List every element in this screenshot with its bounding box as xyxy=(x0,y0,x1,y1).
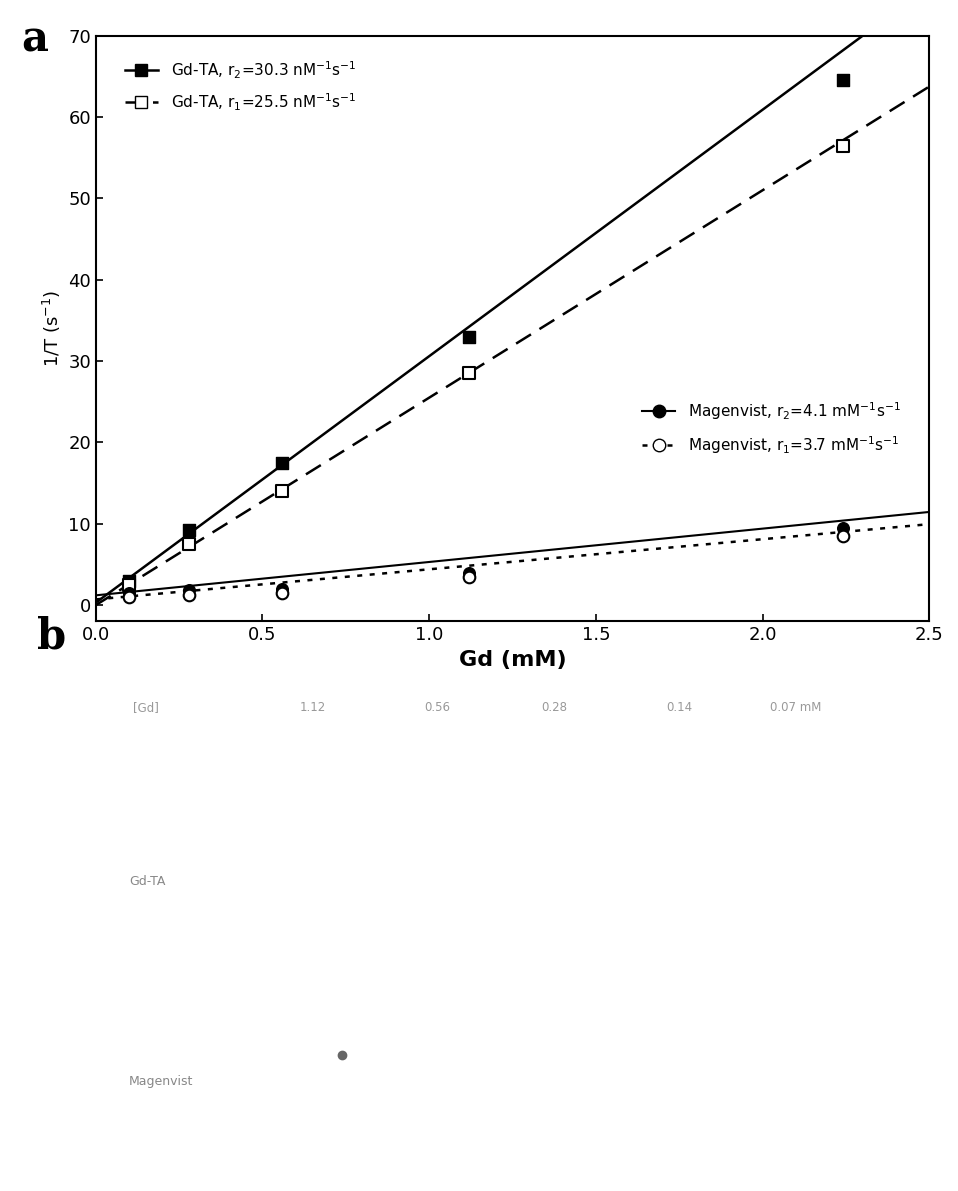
Point xyxy=(181,535,196,554)
Legend: Magenvist, r$_2$=4.1 mM$^{-1}$s$^{-1}$, Magenvist, r$_1$=3.7 mM$^{-1}$s$^{-1}$: Magenvist, r$_2$=4.1 mM$^{-1}$s$^{-1}$, … xyxy=(637,395,905,461)
Point xyxy=(462,567,477,586)
Point xyxy=(835,518,851,537)
Point xyxy=(275,481,290,500)
Point xyxy=(275,454,290,473)
Point xyxy=(462,328,477,347)
Text: b: b xyxy=(37,616,67,657)
Point xyxy=(835,526,851,545)
Point xyxy=(181,520,196,540)
Point xyxy=(275,579,290,598)
Point xyxy=(122,575,137,594)
Point xyxy=(275,584,290,603)
Point xyxy=(835,71,851,91)
Y-axis label: 1/T (s$^{-1}$): 1/T (s$^{-1}$) xyxy=(40,289,62,367)
Point xyxy=(462,563,477,582)
Point xyxy=(835,136,851,155)
Point xyxy=(181,581,196,600)
Point xyxy=(122,572,137,591)
Point xyxy=(122,587,137,606)
Point xyxy=(462,363,477,382)
Point xyxy=(122,584,137,603)
Point xyxy=(181,586,196,605)
Text: a: a xyxy=(21,18,48,61)
X-axis label: Gd (mM): Gd (mM) xyxy=(459,650,566,669)
